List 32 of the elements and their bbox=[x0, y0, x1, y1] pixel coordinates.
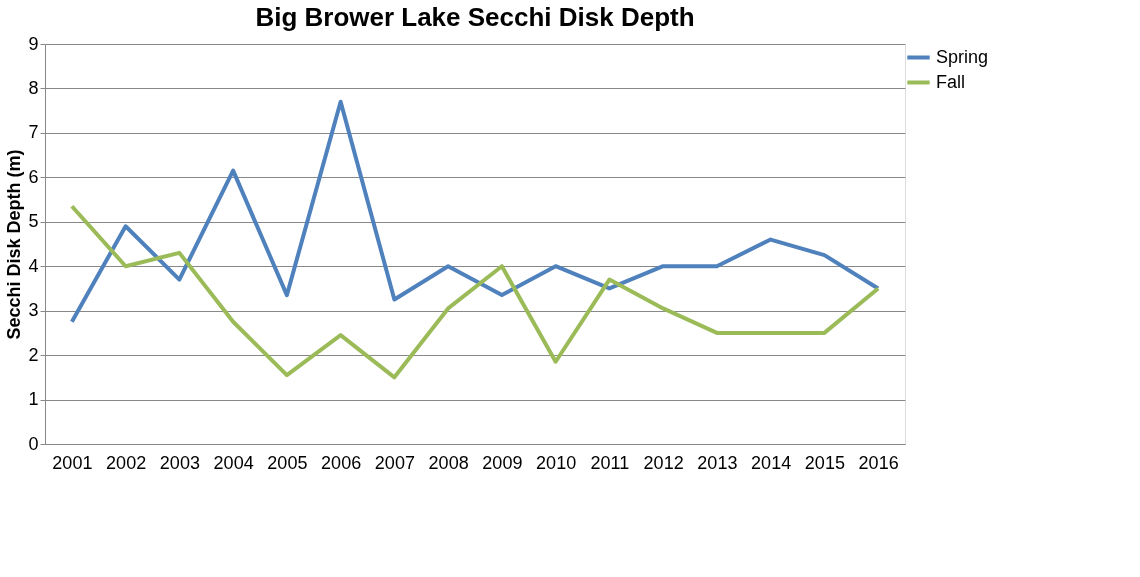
x-tick-label: 2008 bbox=[428, 452, 469, 473]
line-series bbox=[69, 99, 881, 324]
y-tick-label: 5 bbox=[28, 211, 39, 232]
x-tick-label: 2006 bbox=[321, 452, 362, 473]
y-tick-label: 2 bbox=[28, 344, 39, 365]
x-tick-label: 2003 bbox=[159, 452, 200, 473]
line-series bbox=[69, 204, 881, 380]
y-tick-label: 0 bbox=[28, 433, 39, 454]
x-tick-label: 2013 bbox=[697, 452, 738, 473]
x-tick-label: 2011 bbox=[590, 452, 630, 473]
legend-label: Fall bbox=[936, 71, 966, 92]
y-tick-label: 7 bbox=[28, 122, 39, 143]
x-tick-label: 2016 bbox=[858, 452, 899, 473]
x-tick-label: 2012 bbox=[643, 452, 684, 473]
x-tick-label: 2002 bbox=[106, 452, 147, 473]
y-tick-label: 9 bbox=[28, 33, 39, 54]
y-tick-label: 8 bbox=[28, 77, 39, 98]
y-tick-label: 3 bbox=[28, 300, 39, 321]
y-tick-label: 6 bbox=[28, 166, 39, 187]
x-tick-label: 2005 bbox=[267, 452, 308, 473]
legend-label: Spring bbox=[936, 46, 989, 67]
x-tick-label: 2001 bbox=[52, 452, 93, 473]
x-tick-label: 2015 bbox=[804, 452, 845, 473]
x-tick-label: 2009 bbox=[482, 452, 523, 473]
x-tick-label: 2014 bbox=[751, 452, 792, 473]
x-tick-label: 2007 bbox=[374, 452, 415, 473]
y-tick-label: 1 bbox=[28, 389, 39, 410]
chart-title: Big Brower Lake Secchi Disk Depth bbox=[255, 2, 695, 32]
x-tick-label: 2004 bbox=[213, 452, 254, 473]
y-axis-title: Secchi Disk Depth (m) bbox=[4, 149, 25, 340]
x-tick-label: 2010 bbox=[536, 452, 577, 473]
y-tick-label: 4 bbox=[28, 255, 39, 276]
